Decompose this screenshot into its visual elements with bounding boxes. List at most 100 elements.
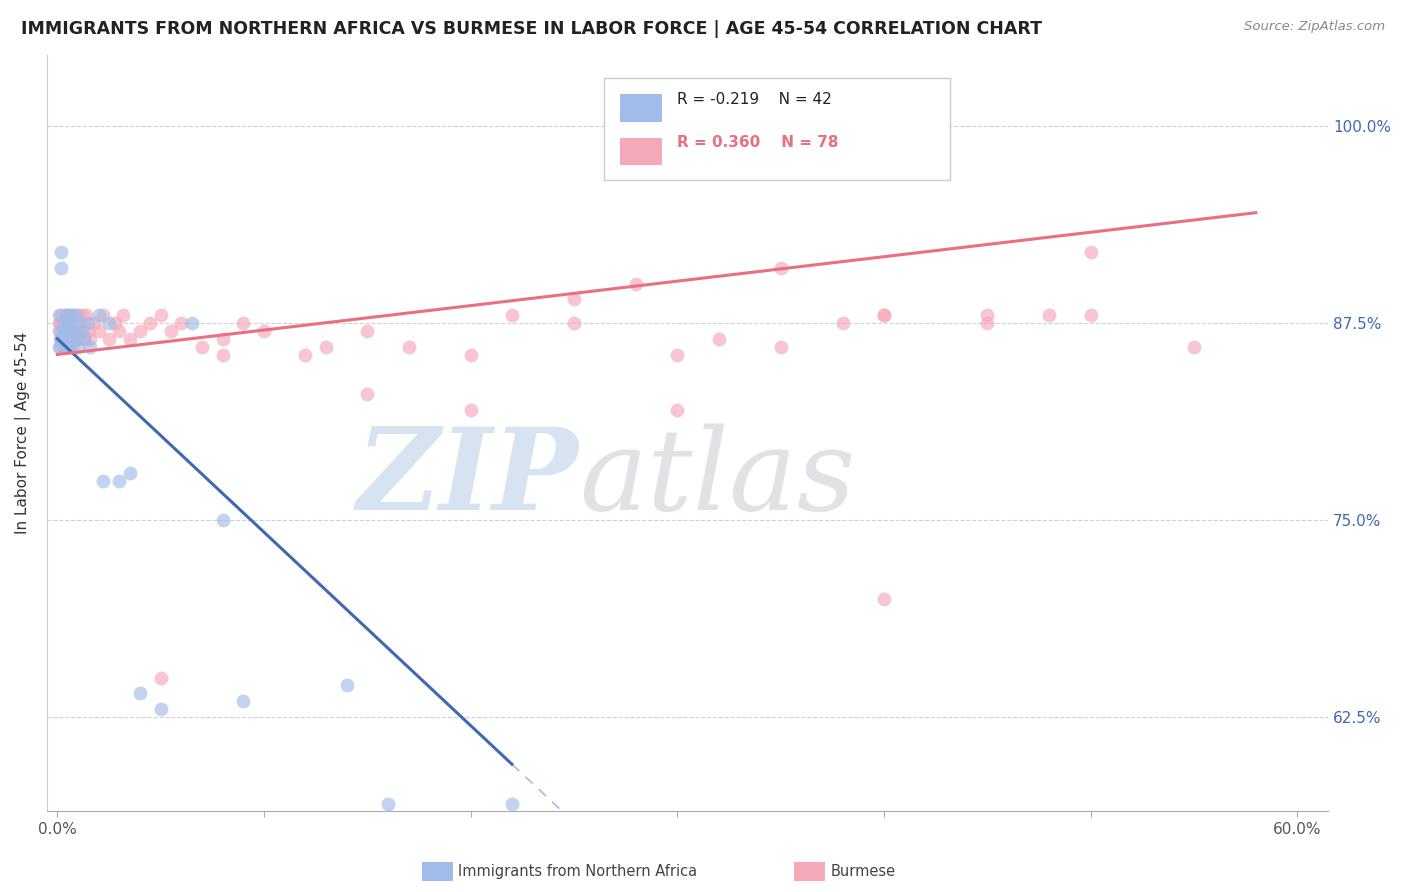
Point bbox=[232, 694, 254, 708]
Point bbox=[624, 277, 647, 291]
Point bbox=[118, 466, 141, 480]
Point bbox=[79, 332, 101, 346]
Point bbox=[48, 308, 70, 322]
Point bbox=[63, 324, 86, 338]
Point bbox=[55, 340, 77, 354]
Point bbox=[48, 340, 70, 354]
Point bbox=[69, 316, 91, 330]
Point bbox=[873, 308, 896, 322]
Point bbox=[160, 324, 183, 338]
Point bbox=[65, 324, 87, 338]
Point bbox=[65, 332, 87, 346]
Bar bbox=[620, 95, 662, 121]
Point bbox=[49, 332, 72, 346]
Point bbox=[356, 324, 378, 338]
Point bbox=[707, 332, 730, 346]
Point bbox=[129, 686, 152, 700]
Point bbox=[87, 324, 110, 338]
FancyBboxPatch shape bbox=[605, 78, 950, 180]
Text: atlas: atlas bbox=[579, 424, 855, 534]
Point bbox=[55, 324, 77, 338]
Point bbox=[666, 402, 689, 417]
Point bbox=[66, 332, 89, 346]
Point bbox=[52, 340, 75, 354]
Point bbox=[831, 316, 853, 330]
Point bbox=[59, 324, 82, 338]
Point bbox=[60, 340, 83, 354]
Point bbox=[460, 347, 482, 361]
Point bbox=[53, 316, 76, 330]
Point bbox=[104, 316, 127, 330]
Point bbox=[69, 324, 91, 338]
Point bbox=[55, 324, 77, 338]
Point bbox=[59, 308, 82, 322]
Point bbox=[55, 308, 77, 322]
Point bbox=[1038, 308, 1060, 322]
Point bbox=[51, 245, 73, 260]
Point bbox=[460, 402, 482, 417]
Point bbox=[56, 340, 79, 354]
Point bbox=[562, 316, 585, 330]
Point bbox=[66, 340, 89, 354]
Point bbox=[63, 308, 86, 322]
Point bbox=[70, 324, 93, 338]
Point bbox=[49, 340, 72, 354]
Bar bbox=[620, 137, 662, 165]
Point bbox=[976, 316, 998, 330]
Point bbox=[51, 316, 73, 330]
Point bbox=[91, 308, 114, 322]
Text: IMMIGRANTS FROM NORTHERN AFRICA VS BURMESE IN LABOR FORCE | AGE 45-54 CORRELATIO: IMMIGRANTS FROM NORTHERN AFRICA VS BURME… bbox=[21, 20, 1042, 37]
Point bbox=[73, 332, 96, 346]
Point bbox=[65, 316, 87, 330]
Point bbox=[56, 340, 79, 354]
Point bbox=[49, 324, 72, 338]
Point bbox=[75, 308, 97, 322]
Text: R = -0.219    N = 42: R = -0.219 N = 42 bbox=[678, 92, 832, 106]
Point bbox=[1182, 340, 1205, 354]
Point bbox=[501, 797, 523, 811]
Point bbox=[97, 332, 120, 346]
Point bbox=[232, 316, 254, 330]
Point bbox=[59, 316, 82, 330]
Point bbox=[51, 308, 73, 322]
Point bbox=[211, 332, 233, 346]
Point bbox=[562, 293, 585, 307]
Point bbox=[769, 260, 792, 275]
Point bbox=[149, 702, 172, 716]
Point bbox=[83, 316, 105, 330]
Point bbox=[48, 316, 70, 330]
Text: Burmese: Burmese bbox=[831, 864, 896, 879]
Point bbox=[51, 332, 73, 346]
Point bbox=[118, 332, 141, 346]
Point bbox=[873, 308, 896, 322]
Point bbox=[69, 316, 91, 330]
Point bbox=[77, 316, 100, 330]
Point bbox=[149, 308, 172, 322]
Point bbox=[56, 324, 79, 338]
Point bbox=[666, 347, 689, 361]
Point bbox=[52, 316, 75, 330]
Text: R = 0.360    N = 78: R = 0.360 N = 78 bbox=[678, 135, 839, 150]
Point bbox=[63, 332, 86, 346]
Point bbox=[52, 324, 75, 338]
Point bbox=[769, 340, 792, 354]
Point bbox=[79, 340, 101, 354]
Point bbox=[51, 332, 73, 346]
Point bbox=[70, 308, 93, 322]
Point bbox=[59, 332, 82, 346]
Point bbox=[87, 308, 110, 322]
Point bbox=[73, 332, 96, 346]
Point bbox=[51, 260, 73, 275]
Y-axis label: In Labor Force | Age 45-54: In Labor Force | Age 45-54 bbox=[15, 332, 31, 534]
Point bbox=[180, 316, 202, 330]
Point bbox=[398, 340, 420, 354]
Point bbox=[112, 308, 135, 322]
Point bbox=[149, 671, 172, 685]
Point bbox=[139, 316, 162, 330]
Point bbox=[108, 474, 131, 488]
Point bbox=[60, 316, 83, 330]
Point bbox=[52, 324, 75, 338]
Point bbox=[1080, 245, 1102, 260]
Point bbox=[191, 340, 214, 354]
Point bbox=[377, 797, 399, 811]
